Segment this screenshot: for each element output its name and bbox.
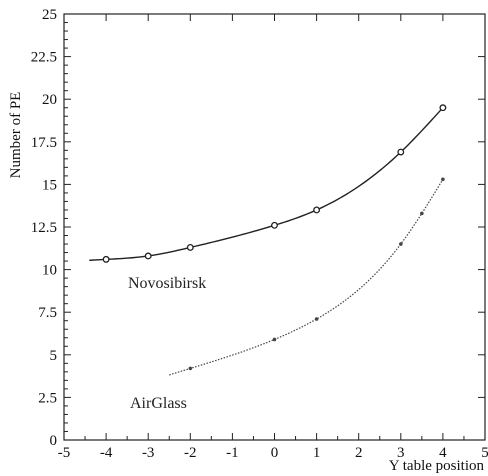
data-point-novosibirsk <box>144 252 152 260</box>
data-point-novosibirsk <box>439 104 447 112</box>
x-tick-label: 2 <box>355 445 363 461</box>
data-point-airglass <box>272 337 277 342</box>
y-tick-label: 12.5 <box>31 220 57 236</box>
x-tick-label: 4 <box>439 445 447 461</box>
axis-ticks <box>63 13 486 441</box>
x-tick-label: 5 <box>481 445 488 461</box>
data-point-airglass <box>314 317 319 321</box>
y-tick-label: 10 <box>42 263 57 279</box>
y-tick-label: 5 <box>50 348 58 364</box>
series-layer <box>89 104 447 376</box>
y-tick-label: 22.5 <box>31 50 57 66</box>
data-point-novosibirsk <box>271 221 278 229</box>
data-point-novosibirsk <box>397 148 405 156</box>
data-point-novosibirsk <box>102 255 110 263</box>
y-tick-label: 0 <box>50 433 58 449</box>
data-point-airglass <box>441 177 445 182</box>
x-tick-label: 1 <box>313 445 321 461</box>
y-axis-title: Number of PE <box>8 92 24 179</box>
series-line-novosibirsk <box>89 107 444 262</box>
data-point-airglass <box>188 366 193 371</box>
series-label-novosibirsk: Novosibirsk <box>128 275 206 292</box>
x-tick-label: -5 <box>58 445 71 461</box>
x-tick-label: -2 <box>184 445 197 461</box>
x-tick-label: -3 <box>142 445 155 461</box>
data-point-novosibirsk <box>186 243 194 251</box>
data-point-airglass <box>399 242 403 246</box>
y-tick-label: 17.5 <box>31 135 57 151</box>
y-tick-label: 7.5 <box>38 305 57 321</box>
data-point-novosibirsk <box>313 206 321 214</box>
x-tick-label: -1 <box>226 445 239 461</box>
y-tick-label: 15 <box>42 177 57 193</box>
y-tick-label: 25 <box>42 7 57 23</box>
x-tick-label: 0 <box>271 445 279 461</box>
y-tick-label: 2.5 <box>38 390 57 406</box>
x-tick-label: 3 <box>397 445 405 461</box>
y-tick-label: 20 <box>42 92 57 108</box>
data-point-airglass <box>420 211 424 216</box>
x-tick-label: -4 <box>100 445 113 461</box>
series-line-airglass <box>169 178 444 376</box>
x-tick-labels: -5 -4 -3 -2 -1 0 1 2 3 4 5 <box>58 445 488 461</box>
y-tick-labels: 0 2.5 5 7.5 10 12.5 15 17.5 20 22.5 25 <box>31 7 57 449</box>
series-label-airglass: AirGlass <box>130 395 187 412</box>
x-axis-title: Y table position <box>389 458 485 474</box>
